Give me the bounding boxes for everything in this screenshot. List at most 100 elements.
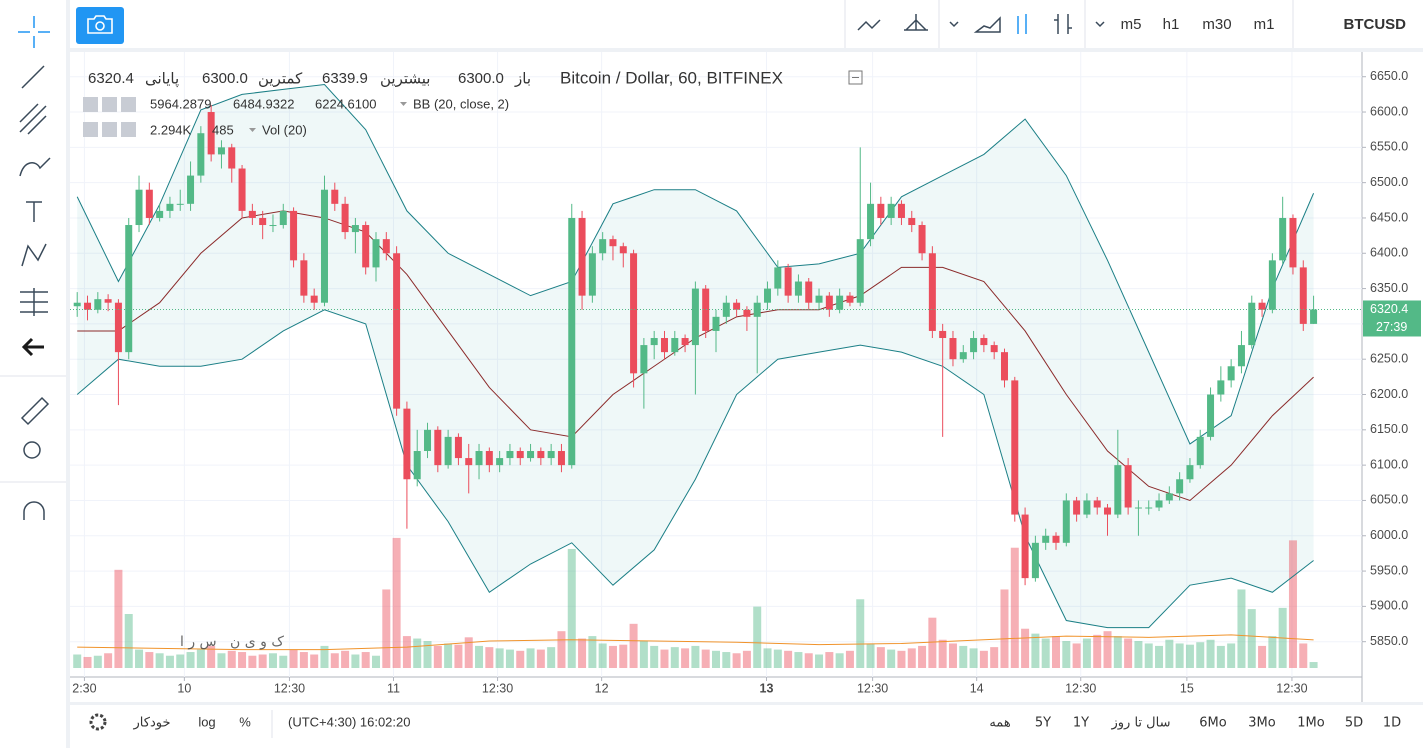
candle-body — [660, 338, 668, 353]
pattern-tool[interactable] — [21, 243, 47, 267]
range-button[interactable]: 5Y — [1035, 716, 1051, 731]
volume-bar — [444, 643, 453, 668]
dropdown[interactable] — [249, 128, 256, 132]
x-tick-label: 12:30 — [274, 681, 305, 695]
symbol[interactable]: BTCUSD — [1344, 16, 1407, 33]
volume-bar — [918, 645, 927, 668]
ohlc-label: پایانی — [145, 70, 179, 89]
candle-body — [578, 217, 586, 296]
volume-bar — [763, 648, 772, 668]
volume-bar — [1031, 633, 1040, 668]
dropdown[interactable] — [949, 21, 959, 28]
range-button[interactable]: سال تا روز — [1111, 716, 1171, 731]
volume-bar — [248, 655, 257, 668]
candle-body — [1176, 479, 1184, 494]
interval-button[interactable]: m30 — [1202, 16, 1231, 33]
time-axis — [70, 677, 1362, 702]
candle-body — [557, 451, 565, 466]
candle-body — [691, 288, 699, 346]
volume-bar — [815, 654, 824, 668]
collapse-button[interactable] — [848, 70, 863, 85]
bar-style[interactable] — [1054, 14, 1072, 34]
candle-body — [846, 295, 854, 303]
candle-body — [125, 225, 133, 353]
range-button[interactable]: 1Y — [1073, 716, 1089, 731]
volume-bar — [619, 644, 628, 668]
candle-body — [568, 217, 576, 466]
ruler-tool[interactable] — [20, 396, 50, 426]
candle-body — [743, 309, 751, 317]
volume-bar — [969, 648, 978, 668]
crosshair-tool[interactable] — [18, 16, 50, 48]
text-tool[interactable] — [26, 201, 42, 222]
range-button[interactable]: همه — [989, 716, 1010, 731]
countdown: 27:39 — [1376, 320, 1407, 334]
prediction-tool[interactable] — [20, 288, 48, 316]
candle-body — [836, 295, 844, 310]
candle-body — [784, 267, 792, 296]
candle-body — [856, 239, 864, 303]
volume-bar — [299, 652, 308, 668]
interval-button[interactable]: m5 — [1121, 16, 1142, 33]
range-button[interactable]: 1Mo — [1297, 716, 1324, 731]
study-remove[interactable] — [83, 97, 98, 112]
volume-bar — [1216, 645, 1225, 668]
candle-body — [413, 451, 421, 480]
study-hide[interactable] — [121, 97, 136, 112]
brush-tool[interactable] — [19, 157, 51, 177]
price-axis — [1362, 52, 1423, 702]
range-button[interactable]: 5D — [1345, 716, 1363, 731]
study-remove[interactable] — [83, 122, 98, 137]
x-tick-label: 15 — [1180, 681, 1194, 695]
range-button[interactable]: 3Mo — [1248, 716, 1275, 731]
auto-scale[interactable]: خودکار — [133, 716, 171, 731]
volume-bar — [186, 652, 195, 668]
candle-body — [990, 345, 998, 353]
y-tick-label: 6400.0 — [1370, 246, 1408, 260]
magnet-tool[interactable] — [23, 501, 45, 520]
x-tick-label: 12:30 — [857, 681, 888, 695]
interval-button[interactable]: m1 — [1254, 16, 1275, 33]
area-style[interactable] — [973, 16, 1001, 33]
dropdown[interactable] — [1095, 21, 1105, 28]
volume-bar — [1175, 643, 1184, 668]
volume-bar — [660, 649, 669, 668]
back-tool[interactable] — [21, 337, 44, 357]
vol-ma-line — [77, 634, 1314, 651]
candle-style[interactable] — [1017, 14, 1027, 34]
dropdown[interactable] — [400, 102, 407, 106]
ohlc-value: 6320.4 — [88, 70, 134, 87]
candle-body — [1217, 380, 1225, 395]
indicator-button[interactable] — [904, 14, 928, 31]
trend-line-tool[interactable] — [21, 65, 45, 89]
candle-body — [887, 203, 895, 218]
candle-body — [702, 288, 710, 331]
candle-body — [187, 175, 195, 204]
study-settings[interactable] — [102, 122, 117, 137]
candle-body — [1258, 302, 1266, 310]
zoom-tool[interactable] — [23, 441, 41, 459]
candle-body — [269, 225, 277, 227]
interval-button[interactable]: h1 — [1163, 16, 1180, 33]
range-button[interactable]: 6Mo — [1199, 716, 1226, 731]
study-hide[interactable] — [121, 122, 136, 137]
y-tick-label: 5850.0 — [1370, 634, 1408, 648]
volume-bar — [505, 649, 514, 668]
volume-bar — [1165, 639, 1174, 668]
candle-body — [1145, 507, 1153, 509]
volume-bar — [495, 648, 504, 668]
fib-tool[interactable] — [19, 103, 47, 135]
settings-button[interactable] — [89, 713, 107, 731]
x-tick-label: 11 — [387, 681, 400, 695]
percent-scale[interactable]: % — [239, 714, 251, 729]
line-style[interactable] — [857, 19, 881, 31]
volume-bar — [1103, 631, 1112, 668]
log-scale[interactable]: log — [198, 714, 215, 729]
snapshot-button[interactable] — [76, 7, 124, 44]
candle-body — [465, 458, 473, 466]
candle-body — [506, 451, 514, 459]
volume-bar — [876, 647, 885, 668]
y-tick-label: 6600.0 — [1370, 104, 1408, 118]
range-button[interactable]: 1D — [1383, 716, 1401, 731]
study-settings[interactable] — [102, 97, 117, 112]
